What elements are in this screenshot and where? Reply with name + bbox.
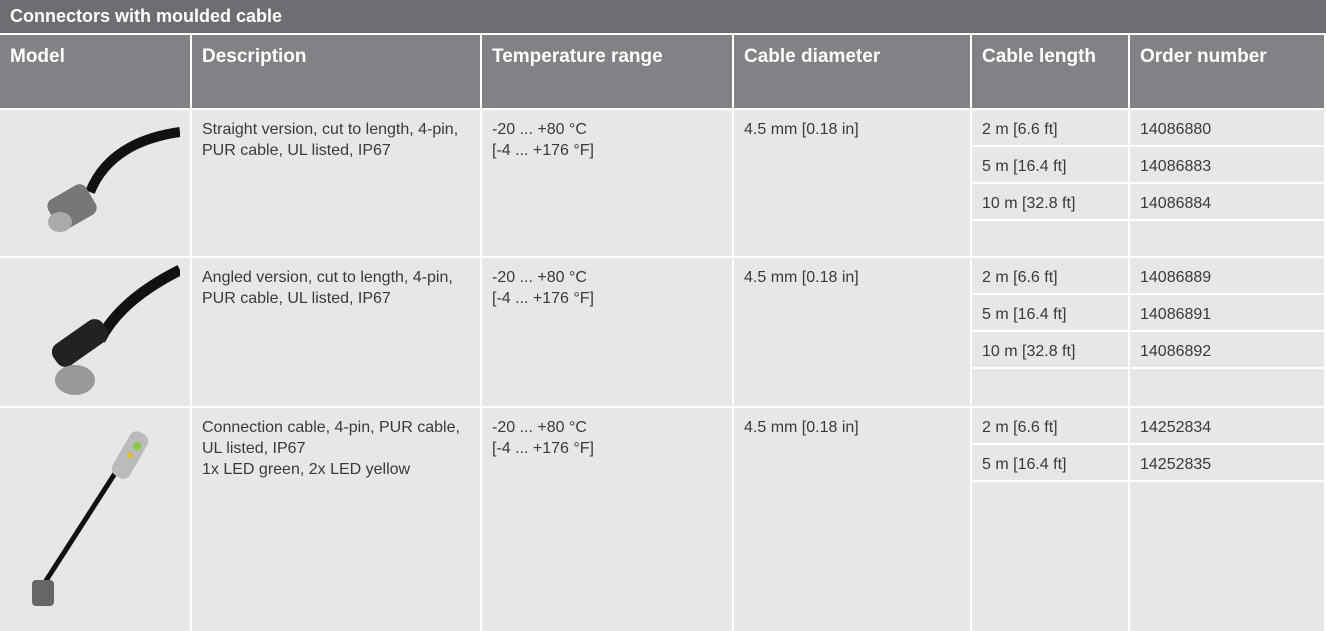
product-image	[51, 265, 180, 395]
model-cell	[0, 408, 190, 631]
temperature-text: [-4 ... +176 °F]	[492, 440, 594, 457]
order-number-cell: 14086892	[1130, 332, 1324, 367]
cable-length-cell: 5 m [16.4 ft]	[972, 295, 1128, 330]
temperature-text: -20 ... +80 °C	[492, 269, 587, 286]
cable-length-cell: 5 m [16.4 ft]	[972, 147, 1128, 182]
temperature-text: -20 ... +80 °C	[492, 121, 587, 138]
order-number-cell: 14086880	[1130, 110, 1324, 145]
order-number-cell: 14086891	[1130, 295, 1324, 330]
description-cell: Straight version, cut to length, 4-pin, …	[192, 110, 480, 256]
description-text: Straight version, cut to length, 4-pin, …	[202, 121, 459, 159]
empty-cell	[972, 221, 1128, 256]
empty-cell	[1130, 221, 1324, 256]
column-header: Cable diameter	[734, 35, 970, 108]
temperature-cell: -20 ... +80 °C [-4 ... +176 °F]	[482, 408, 732, 631]
order-number-cell: 14252835	[1130, 445, 1324, 480]
empty-cell	[1130, 369, 1324, 406]
temperature-text: -20 ... +80 °C	[492, 419, 587, 436]
column-header: Order number	[1130, 35, 1324, 108]
description-text: 1x LED green, 2x LED yellow	[202, 461, 411, 478]
empty-cell	[972, 482, 1128, 631]
cable-length-cell: 2 m [6.6 ft]	[972, 408, 1128, 443]
temperature-cell: -20 ... +80 °C [-4 ... +176 °F]	[482, 258, 732, 406]
table-title: Connectors with moulded cable	[0, 0, 1326, 33]
empty-cell	[972, 369, 1128, 406]
empty-cell	[1130, 482, 1324, 631]
column-header: Model	[0, 35, 190, 108]
column-header: Cable length	[972, 35, 1128, 108]
cable-length-cell: 2 m [6.6 ft]	[972, 110, 1128, 145]
cable-length-cell: 5 m [16.4 ft]	[972, 445, 1128, 480]
cable-length-cell: 2 m [6.6 ft]	[972, 258, 1128, 293]
description-cell: Connection cable, 4-pin, PUR cable, UL l…	[192, 408, 480, 631]
temperature-text: [-4 ... +176 °F]	[492, 142, 594, 159]
diameter-cell: 4.5 mm [0.18 in]	[734, 258, 970, 406]
diameter-cell: 4.5 mm [0.18 in]	[734, 408, 970, 631]
order-number-cell: 14086884	[1130, 184, 1324, 219]
temperature-cell: -20 ... +80 °C [-4 ... +176 °F]	[482, 110, 732, 256]
cable-length-cell: 10 m [32.8 ft]	[972, 332, 1128, 367]
order-number-cell: 14086889	[1130, 258, 1324, 293]
cable-length-cell: 10 m [32.8 ft]	[972, 184, 1128, 219]
description-text: Angled version, cut to length, 4-pin, PU…	[202, 269, 453, 307]
description-cell: Angled version, cut to length, 4-pin, PU…	[192, 258, 480, 406]
order-number-cell: 14086883	[1130, 147, 1324, 182]
description-text: Connection cable, 4-pin, PUR cable, UL l…	[202, 419, 460, 457]
temperature-text: [-4 ... +176 °F]	[492, 290, 594, 307]
column-header: Description	[192, 35, 480, 108]
order-number-cell: 14252834	[1130, 408, 1324, 443]
product-image	[32, 431, 149, 606]
column-header: Temperature range	[482, 35, 732, 108]
diameter-cell: 4.5 mm [0.18 in]	[734, 110, 970, 256]
product-image	[47, 127, 180, 232]
